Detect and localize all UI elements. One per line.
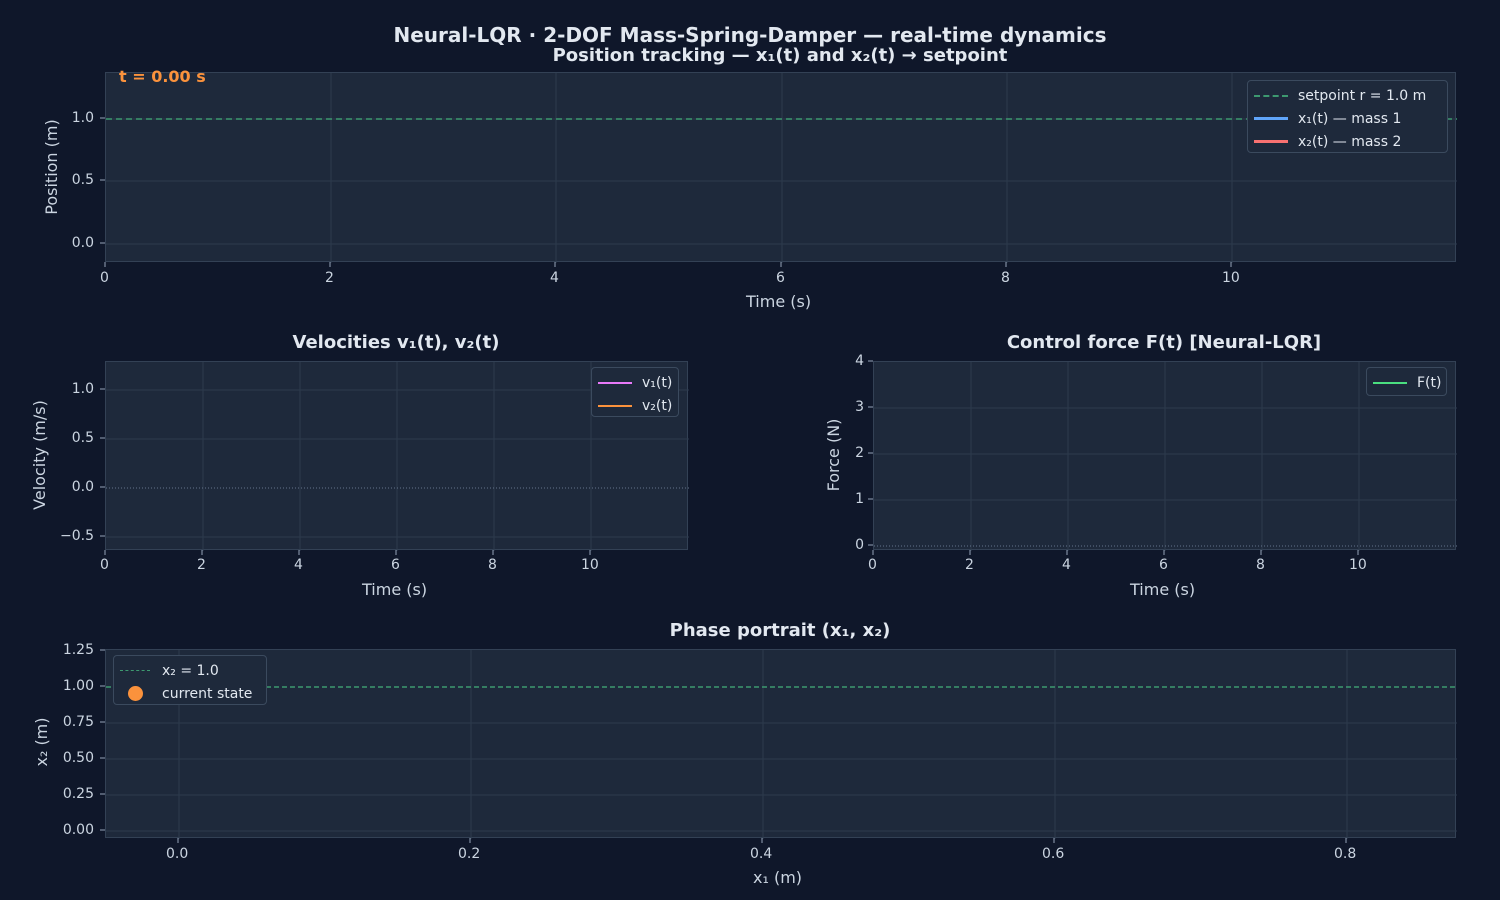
- phase-xtick: 0.2: [458, 846, 481, 862]
- force-ylabel: Force (N): [824, 418, 843, 492]
- force-ytick: 2: [855, 445, 864, 461]
- force-ytick: 0: [855, 537, 864, 553]
- velocity-xlabel: Time (s): [362, 580, 428, 599]
- velocity-xtick: 8: [488, 557, 497, 573]
- force-axes: [873, 361, 1457, 551]
- phase-legend: x₂ = 1.0 current state: [113, 655, 267, 705]
- legend-label: x₁(t) — mass 1: [1298, 110, 1402, 127]
- legend-item-force: F(t): [1373, 371, 1442, 394]
- line-swatch-icon: [1254, 117, 1288, 120]
- velocity-legend: v₁(t) v₂(t): [591, 367, 679, 417]
- legend-label: current state: [162, 685, 253, 702]
- dashed-line-swatch-icon: [1254, 94, 1288, 97]
- position-xtick: 6: [776, 270, 785, 286]
- legend-item-x2: x₂(t) — mass 2: [1254, 130, 1441, 153]
- velocity-ylabel: Velocity (m/s): [30, 400, 49, 510]
- force-ytick: 3: [855, 399, 864, 415]
- position-xtick: 0: [100, 270, 109, 286]
- legend-item-x2-reference: x₂ = 1.0: [120, 659, 260, 682]
- line-swatch-icon: [1373, 381, 1407, 384]
- phase-plot-area: [106, 650, 1457, 839]
- position-xtick: 10: [1222, 270, 1240, 286]
- velocity-axes: [105, 361, 689, 551]
- legend-label: F(t): [1417, 374, 1442, 391]
- position-xtick: 8: [1001, 270, 1010, 286]
- velocity-ytick: 1.0: [71, 381, 94, 397]
- position-xtick: 2: [325, 270, 334, 286]
- force-xtick: 6: [1159, 557, 1168, 573]
- velocity-xtick: 10: [581, 557, 599, 573]
- position-plot-area: [106, 73, 1457, 263]
- position-ytick: 1.0: [71, 110, 94, 126]
- legend-label: v₁(t): [642, 374, 673, 391]
- position-xtick: 4: [550, 270, 559, 286]
- legend-item-current-state: current state: [120, 682, 260, 705]
- legend-item-x1: x₁(t) — mass 1: [1254, 107, 1441, 130]
- velocity-ytick: −0.5: [60, 528, 94, 544]
- force-xtick: 0: [868, 557, 877, 573]
- legend-label: v₂(t): [642, 397, 673, 414]
- force-xtick: 4: [1062, 557, 1071, 573]
- position-axes: [105, 72, 1457, 263]
- legend-label: x₂ = 1.0: [162, 662, 219, 679]
- position-xlabel: Time (s): [746, 292, 812, 311]
- velocity-xtick: 2: [197, 557, 206, 573]
- force-xtick: 10: [1349, 557, 1367, 573]
- phase-ytick: 0.75: [62, 714, 94, 730]
- phase-xtick: 0.4: [750, 846, 773, 862]
- force-xlabel: Time (s): [1130, 580, 1196, 599]
- force-ytick: 4: [855, 353, 864, 369]
- velocity-xtick: 0: [100, 557, 109, 573]
- phase-ytick: 1.00: [62, 678, 94, 694]
- position-legend: setpoint r = 1.0 m x₁(t) — mass 1 x₂(t) …: [1247, 80, 1448, 153]
- phase-xtick: 0.6: [1042, 846, 1065, 862]
- force-xtick: 2: [965, 557, 974, 573]
- position-panel-title: Position tracking — x₁(t) and x₂(t) → se…: [552, 45, 1008, 66]
- phase-axes: [105, 649, 1457, 839]
- figure-suptitle: Neural-LQR · 2-DOF Mass-Spring-Damper — …: [393, 23, 1107, 47]
- phase-ytick: 0.25: [62, 786, 94, 802]
- line-swatch-icon: [598, 381, 632, 384]
- position-ytick: 0.5: [71, 172, 94, 188]
- velocity-plot-area: [106, 362, 689, 551]
- line-swatch-icon: [598, 404, 632, 407]
- force-xtick: 8: [1256, 557, 1265, 573]
- phase-panel-title: Phase portrait (x₁, x₂): [669, 620, 891, 641]
- phase-ytick: 0.00: [62, 822, 94, 838]
- velocity-ytick: 0.5: [71, 430, 94, 446]
- line-swatch-icon: [1254, 140, 1288, 143]
- force-ytick: 1: [855, 491, 864, 507]
- velocity-xtick: 4: [294, 557, 303, 573]
- legend-label: x₂(t) — mass 2: [1298, 133, 1402, 150]
- phase-ylabel: x₂ (m): [32, 717, 51, 767]
- legend-item-v1: v₁(t): [598, 371, 672, 394]
- circle-marker-icon: [120, 686, 150, 701]
- velocity-xtick: 6: [391, 557, 400, 573]
- force-panel-title: Control force F(t) [Neural-LQR]: [1006, 332, 1322, 353]
- legend-item-v2: v₂(t): [598, 394, 672, 417]
- legend-item-setpoint: setpoint r = 1.0 m: [1254, 84, 1441, 107]
- phase-xlabel: x₁ (m): [753, 868, 803, 887]
- dashed-line-swatch-icon: [120, 670, 150, 671]
- legend-label: setpoint r = 1.0 m: [1298, 87, 1427, 104]
- position-ytick: 0.0: [71, 235, 94, 251]
- velocity-panel-title: Velocities v₁(t), v₂(t): [292, 332, 500, 353]
- force-legend: F(t): [1366, 367, 1447, 396]
- force-plot-area: [874, 362, 1457, 551]
- position-ylabel: Position (m): [42, 119, 61, 215]
- phase-xtick: 0.0: [166, 846, 189, 862]
- velocity-ytick: 0.0: [71, 479, 94, 495]
- time-label: t = 0.00 s: [119, 67, 206, 86]
- phase-xtick: 0.8: [1334, 846, 1357, 862]
- phase-ytick: 0.50: [62, 750, 94, 766]
- phase-ytick: 1.25: [62, 642, 94, 658]
